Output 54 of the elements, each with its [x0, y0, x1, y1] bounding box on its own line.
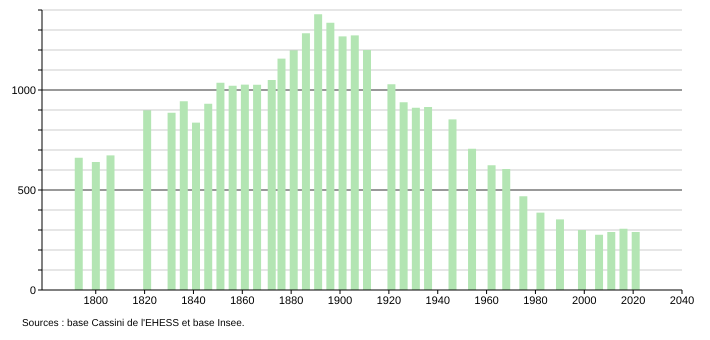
bar — [412, 108, 420, 290]
bar — [632, 232, 640, 290]
bar — [290, 50, 298, 290]
bar — [607, 232, 616, 290]
bar — [448, 119, 456, 290]
x-tick-label: 1820 — [132, 294, 157, 307]
x-tick-label: 1880 — [278, 294, 304, 307]
bar — [488, 165, 496, 290]
bar — [578, 230, 586, 290]
bar — [314, 14, 322, 290]
bar — [143, 110, 152, 290]
bar — [240, 84, 249, 290]
bar — [338, 36, 347, 290]
bar — [192, 122, 200, 290]
bar — [424, 107, 432, 290]
x-tick-label: 1800 — [84, 294, 108, 307]
bar — [556, 219, 564, 290]
bar — [468, 148, 476, 290]
x-tick-label: 2040 — [670, 294, 694, 307]
bar — [595, 234, 604, 290]
bar — [326, 22, 334, 290]
bar — [363, 50, 371, 290]
x-tick-label: 2000 — [572, 294, 597, 307]
bar — [74, 158, 83, 290]
bar — [168, 112, 176, 290]
bar — [106, 155, 115, 290]
x-tick-label: 1920 — [376, 294, 402, 307]
y-tick-label: 0 — [30, 284, 36, 297]
bar — [619, 228, 628, 290]
bar — [502, 169, 510, 290]
bar — [253, 84, 262, 290]
x-tick-label: 2020 — [620, 294, 646, 307]
bar — [268, 80, 276, 290]
x-tick-label: 1900 — [328, 294, 352, 307]
bar — [350, 35, 359, 290]
y-tick-label: 500 — [18, 184, 36, 197]
x-tick-label: 1960 — [474, 294, 499, 307]
bar — [536, 212, 544, 290]
bar — [400, 102, 408, 290]
x-tick-label: 1840 — [181, 294, 206, 307]
bar — [180, 101, 188, 290]
y-tick-label: 1000 — [12, 84, 36, 97]
bar — [519, 196, 528, 290]
bar — [92, 162, 100, 290]
source-note: Sources : base Cassini de l'EHESS et base Insee. — [22, 318, 246, 329]
x-tick-label: 1980 — [523, 294, 548, 307]
bar — [216, 82, 224, 290]
bar — [387, 84, 396, 290]
x-tick-label: 1940 — [425, 294, 450, 307]
bar — [278, 58, 286, 290]
bar — [228, 86, 237, 290]
x-tick-label: 1860 — [230, 294, 255, 307]
bar — [204, 104, 212, 290]
bar — [302, 33, 310, 290]
